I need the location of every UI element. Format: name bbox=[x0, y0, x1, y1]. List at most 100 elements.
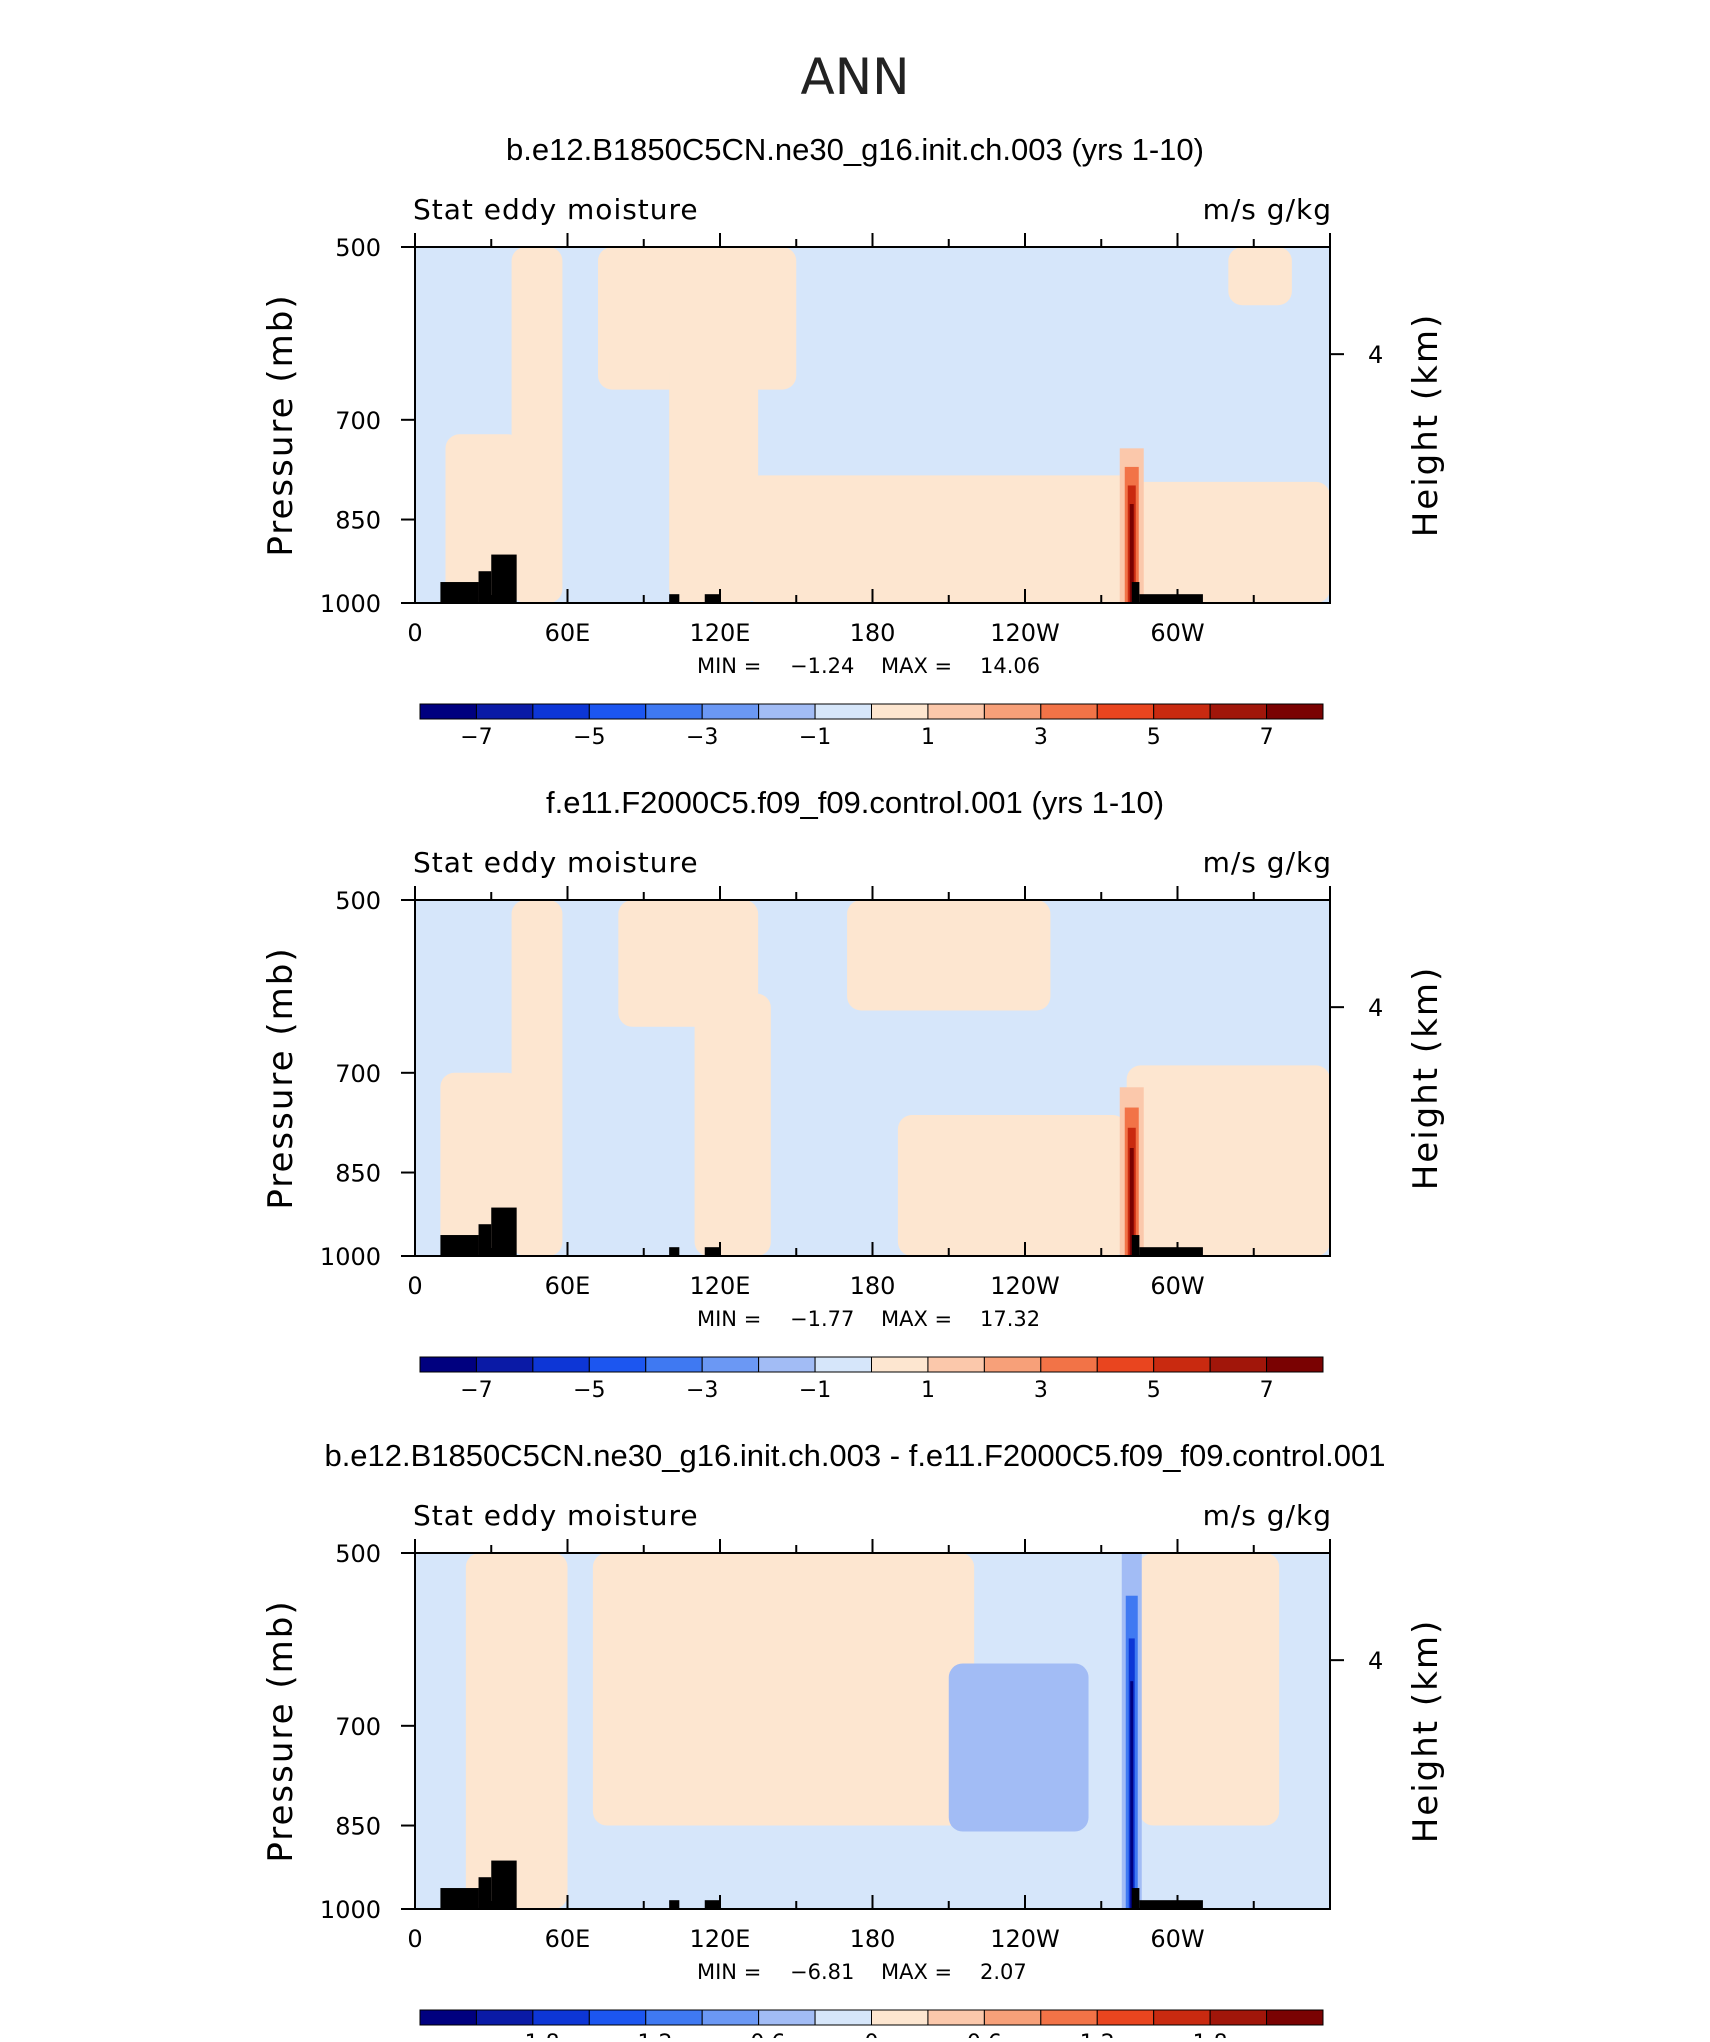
x-tick-label: 120W bbox=[990, 1925, 1060, 1953]
topography-mask bbox=[440, 1888, 479, 1909]
y-right-tick-label: 4 bbox=[1368, 341, 1383, 369]
colorbar-box bbox=[1266, 703, 1324, 720]
colorbar-box bbox=[475, 703, 534, 720]
min-label: MIN = bbox=[697, 1307, 761, 1331]
colorbar-box bbox=[645, 2009, 703, 2026]
max-value: 17.32 bbox=[980, 1307, 1040, 1331]
colorbar-label: −5 bbox=[573, 725, 605, 750]
colorbar-box bbox=[871, 1356, 929, 1373]
max-label: MAX = bbox=[881, 654, 952, 678]
x-tick-label: 60E bbox=[545, 1925, 591, 1953]
colorbar-box bbox=[758, 1356, 816, 1373]
y-tick-label: 700 bbox=[335, 407, 381, 435]
topography-mask bbox=[491, 1207, 517, 1256]
field-region-negative bbox=[948, 1663, 1089, 1832]
colorbar-box bbox=[1153, 703, 1211, 720]
colorbar-box bbox=[1096, 2009, 1155, 2026]
colorbar-label: 7 bbox=[1260, 725, 1274, 750]
y-tick-label: 850 bbox=[335, 507, 381, 535]
field-name: Stat eddy moisture bbox=[413, 193, 699, 226]
topography-mask bbox=[440, 1235, 479, 1256]
field-units: m/s g/kg bbox=[1203, 1499, 1332, 1532]
y-axis-title: Pressure (mb) bbox=[261, 293, 301, 556]
chart-panel-1: b.e12.B1850C5CN.ne30_g16.init.ch.003 (yr… bbox=[261, 132, 1446, 750]
colorbar-box bbox=[927, 1356, 985, 1373]
plot-area bbox=[415, 900, 1330, 1256]
colorbar-box bbox=[1266, 1356, 1324, 1373]
x-tick-label: 120E bbox=[690, 619, 751, 647]
colorbar-box bbox=[645, 703, 703, 720]
field-name: Stat eddy moisture bbox=[413, 846, 699, 879]
colorbar-box bbox=[1153, 1356, 1211, 1373]
panel-title: b.e12.B1850C5CN.ne30_g16.init.ch.003 - f… bbox=[324, 1438, 1385, 1473]
max-label: MAX = bbox=[881, 1960, 952, 1984]
y-right-tick-label: 4 bbox=[1368, 1647, 1383, 1675]
topography-mask bbox=[491, 1860, 517, 1909]
colorbar-box bbox=[475, 2009, 534, 2026]
colorbar-label: 3 bbox=[1034, 1378, 1048, 1403]
topography-mask bbox=[491, 554, 517, 603]
topography-mask bbox=[478, 1224, 492, 1256]
field-extreme bbox=[1129, 1148, 1134, 1256]
x-tick-label: 0 bbox=[407, 1925, 422, 1953]
colorbar-label: 0 bbox=[865, 2031, 879, 2038]
y-tick-label: 1000 bbox=[320, 590, 381, 618]
colorbar-label: 1.2 bbox=[1080, 2031, 1115, 2038]
colorbar-box bbox=[871, 703, 929, 720]
colorbar-label: 5 bbox=[1147, 1378, 1161, 1403]
colorbar-label: −7 bbox=[460, 1378, 492, 1403]
topography-mask bbox=[669, 1900, 680, 1909]
colorbar-box bbox=[475, 1356, 534, 1373]
topography-mask bbox=[1139, 1900, 1203, 1909]
colorbar-box bbox=[419, 2009, 477, 2026]
colorbar-box bbox=[927, 703, 985, 720]
topography-mask bbox=[1139, 1247, 1203, 1256]
colorbar-label: 1 bbox=[921, 725, 935, 750]
colorbar-label: −1 bbox=[799, 725, 831, 750]
colorbar-label: −1.2 bbox=[619, 2031, 672, 2038]
colorbar-box bbox=[814, 2009, 872, 2026]
colorbar-box bbox=[814, 703, 872, 720]
min-value: −1.77 bbox=[790, 1307, 854, 1331]
chart-panel-2: f.e11.F2000C5.f09_f09.control.001 (yrs 1… bbox=[261, 785, 1446, 1403]
min-label: MIN = bbox=[697, 1960, 761, 1984]
y-tick-label: 850 bbox=[335, 1160, 381, 1188]
chart-panel-3: b.e12.B1850C5CN.ne30_g16.init.ch.003 - f… bbox=[261, 1438, 1446, 2042]
field-region-positive bbox=[598, 247, 797, 390]
colorbar-box bbox=[1209, 2009, 1268, 2026]
x-tick-label: 60E bbox=[545, 1272, 591, 1300]
field-extreme bbox=[1129, 504, 1134, 603]
colorbar-label: 0.6 bbox=[967, 2031, 1002, 2038]
colorbar-box bbox=[983, 2009, 1042, 2026]
min-value: −6.81 bbox=[790, 1960, 854, 1984]
min-value: −1.24 bbox=[790, 654, 854, 678]
colorbar-label: −1.8 bbox=[506, 2031, 559, 2038]
x-tick-label: 180 bbox=[850, 1925, 896, 1953]
field-region-positive bbox=[592, 1553, 975, 1826]
colorbar-box bbox=[871, 2009, 929, 2026]
colorbar-box bbox=[1040, 703, 1098, 720]
field-region-positive bbox=[511, 247, 563, 603]
colorbar-label: −0.6 bbox=[732, 2031, 785, 2038]
colorbar-box bbox=[645, 1356, 703, 1373]
colorbar-box bbox=[814, 1356, 872, 1373]
plot-area bbox=[415, 247, 1330, 603]
topography-mask bbox=[669, 594, 680, 603]
colorbar-box bbox=[983, 1356, 1042, 1373]
y-tick-label: 500 bbox=[335, 234, 381, 262]
x-tick-label: 120W bbox=[990, 619, 1060, 647]
x-tick-label: 120E bbox=[690, 1925, 751, 1953]
colorbar-box bbox=[419, 703, 477, 720]
figure-title: ANN bbox=[800, 48, 909, 106]
colorbar-label: 5 bbox=[1147, 725, 1161, 750]
colorbar-box bbox=[588, 1356, 647, 1373]
y-tick-label: 850 bbox=[335, 1813, 381, 1841]
colorbar-label: −5 bbox=[573, 1378, 605, 1403]
colorbar-box bbox=[1153, 2009, 1211, 2026]
field-region-positive bbox=[897, 1115, 1127, 1256]
colorbar-box bbox=[1096, 703, 1155, 720]
y-tick-label: 1000 bbox=[320, 1896, 381, 1924]
field-region-positive bbox=[1139, 1553, 1280, 1826]
min-label: MIN = bbox=[697, 654, 761, 678]
